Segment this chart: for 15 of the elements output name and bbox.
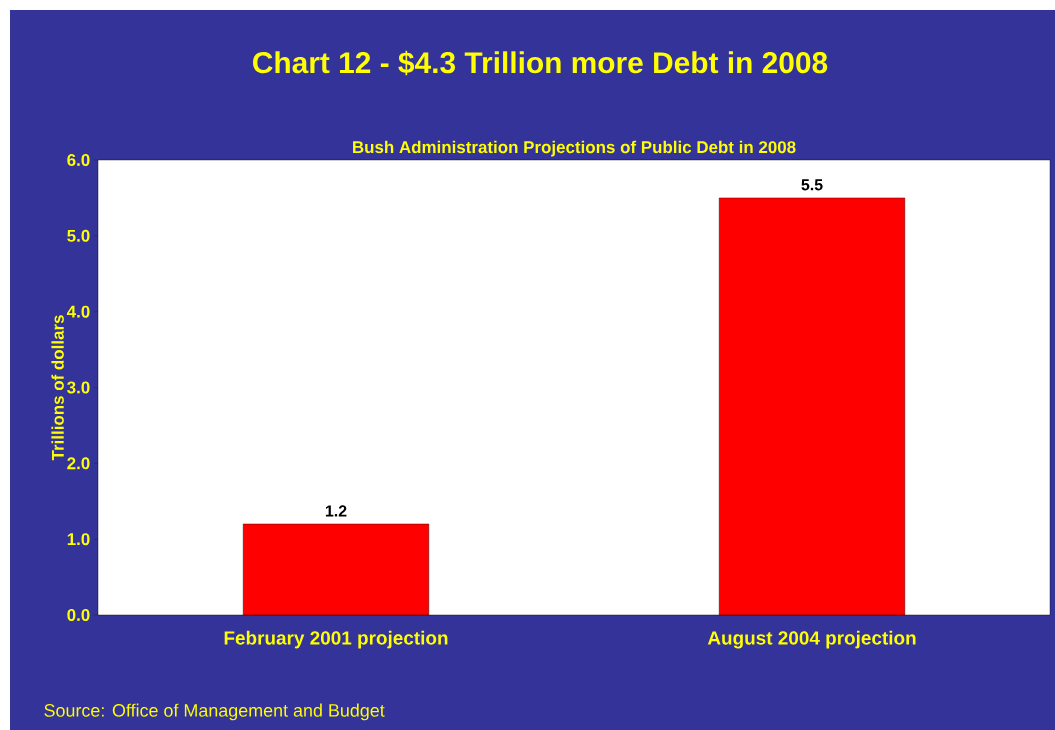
y-tick-label: 5.0: [67, 229, 90, 242]
y-axis-title: Trillions of dollars: [51, 315, 64, 461]
x-tick-label: August 2004 projection: [707, 630, 916, 649]
y-tick-label: 6.0: [67, 153, 90, 166]
y-tick-label: 1.0: [67, 533, 90, 546]
x-tick-label: February 2001 projection: [224, 630, 448, 649]
y-tick-label: 2.0: [67, 457, 90, 470]
chart-subtitle: Bush Administration Projections of Public Debt in 2008: [353, 140, 796, 157]
data-label: 5.5: [801, 179, 823, 191]
data-label: 1.2: [325, 505, 347, 517]
y-tick-label: 3.0: [67, 381, 90, 394]
y-tick-label: 0.0: [67, 608, 90, 621]
chart-title: Chart 12 - $4.3 Trillion more Debt in 2008: [253, 50, 828, 76]
source-note: Source: Office of Management and Budget: [44, 703, 385, 721]
y-tick-label: 4.0: [66, 305, 90, 318]
